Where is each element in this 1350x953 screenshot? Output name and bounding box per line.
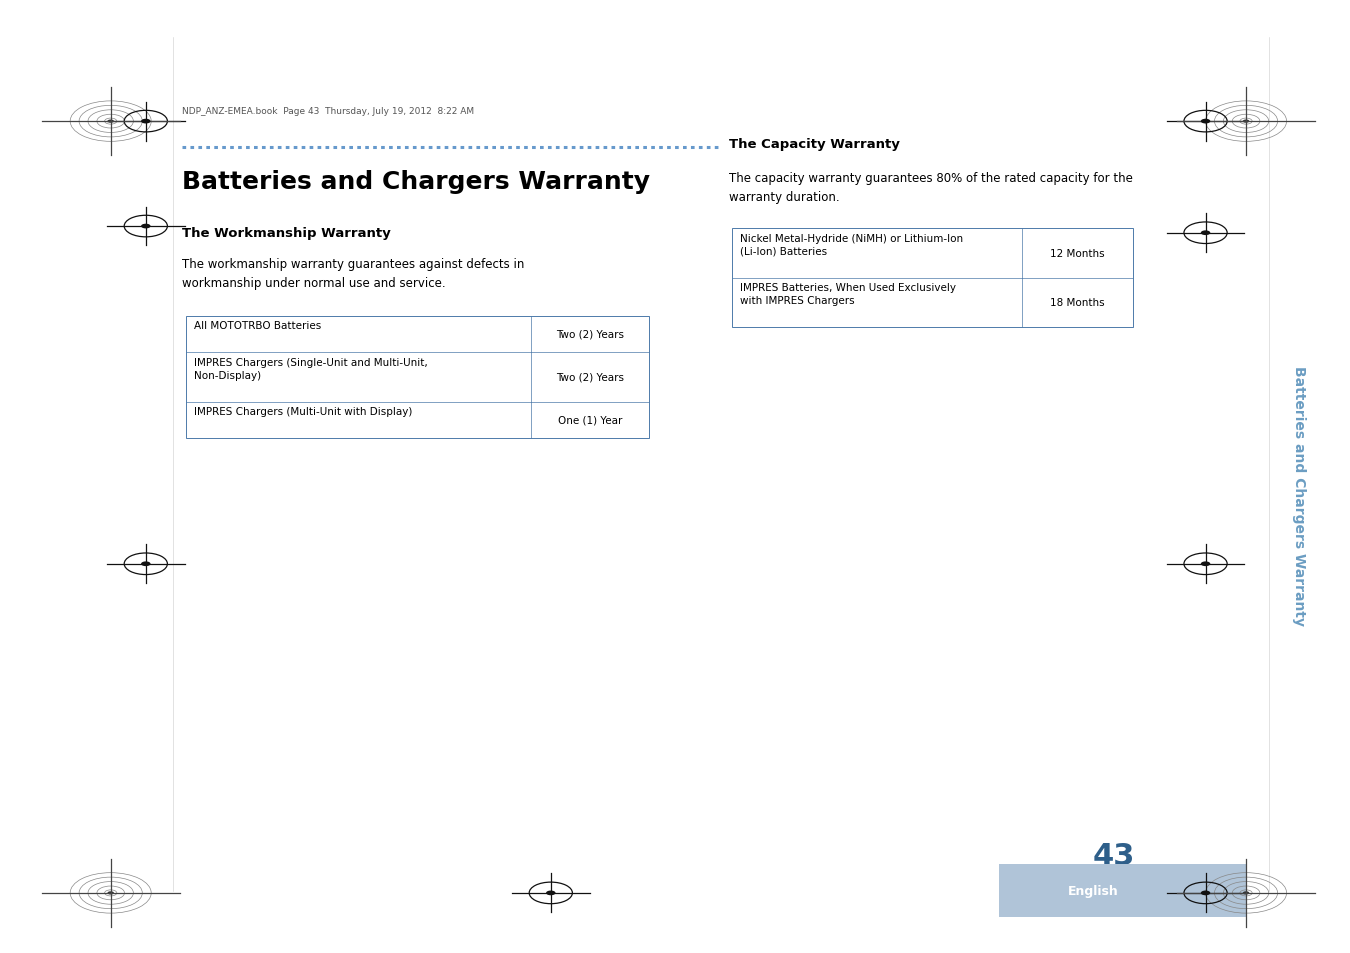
Ellipse shape xyxy=(1200,232,1211,235)
Text: The Capacity Warranty: The Capacity Warranty xyxy=(729,138,900,152)
Text: The capacity warranty guarantees 80% of the rated capacity for the
warranty dura: The capacity warranty guarantees 80% of … xyxy=(729,172,1133,204)
Ellipse shape xyxy=(545,891,556,895)
Text: IMPRES Batteries, When Used Exclusively
with IMPRES Chargers: IMPRES Batteries, When Used Exclusively … xyxy=(740,283,956,306)
Ellipse shape xyxy=(1243,120,1249,124)
Ellipse shape xyxy=(1243,891,1249,895)
Text: All MOTOTRBO Batteries: All MOTOTRBO Batteries xyxy=(194,321,321,331)
Text: Two (2) Years: Two (2) Years xyxy=(556,330,624,339)
Ellipse shape xyxy=(1200,891,1211,895)
Text: English: English xyxy=(1068,884,1118,897)
Ellipse shape xyxy=(108,120,113,124)
Text: One (1) Year: One (1) Year xyxy=(558,416,622,425)
Text: IMPRES Chargers (Multi-Unit with Display): IMPRES Chargers (Multi-Unit with Display… xyxy=(194,407,413,416)
Text: 43: 43 xyxy=(1092,841,1135,870)
Text: 18 Months: 18 Months xyxy=(1050,298,1104,308)
Ellipse shape xyxy=(108,891,113,895)
Text: The workmanship warranty guarantees against defects in
workmanship under normal : The workmanship warranty guarantees agai… xyxy=(182,257,525,290)
Text: Nickel Metal-Hydride (NiMH) or Lithium-Ion
(Li-Ion) Batteries: Nickel Metal-Hydride (NiMH) or Lithium-I… xyxy=(740,233,963,256)
Text: Batteries and Chargers Warranty: Batteries and Chargers Warranty xyxy=(182,170,651,193)
Ellipse shape xyxy=(1200,562,1211,566)
Bar xyxy=(186,316,649,438)
Text: IMPRES Chargers (Single-Unit and Multi-Unit,
Non-Display): IMPRES Chargers (Single-Unit and Multi-U… xyxy=(194,357,428,380)
Text: NDP_ANZ-EMEA.book  Page 43  Thursday, July 19, 2012  8:22 AM: NDP_ANZ-EMEA.book Page 43 Thursday, July… xyxy=(182,108,474,116)
Bar xyxy=(999,864,1246,917)
Ellipse shape xyxy=(140,225,151,229)
Ellipse shape xyxy=(1200,120,1211,124)
Text: The Workmanship Warranty: The Workmanship Warranty xyxy=(182,227,392,240)
Text: 12 Months: 12 Months xyxy=(1050,249,1104,258)
Text: Two (2) Years: Two (2) Years xyxy=(556,373,624,382)
Text: Batteries and Chargers Warranty: Batteries and Chargers Warranty xyxy=(1292,366,1305,625)
Ellipse shape xyxy=(140,562,151,566)
Bar xyxy=(732,229,1133,328)
Ellipse shape xyxy=(140,120,151,124)
